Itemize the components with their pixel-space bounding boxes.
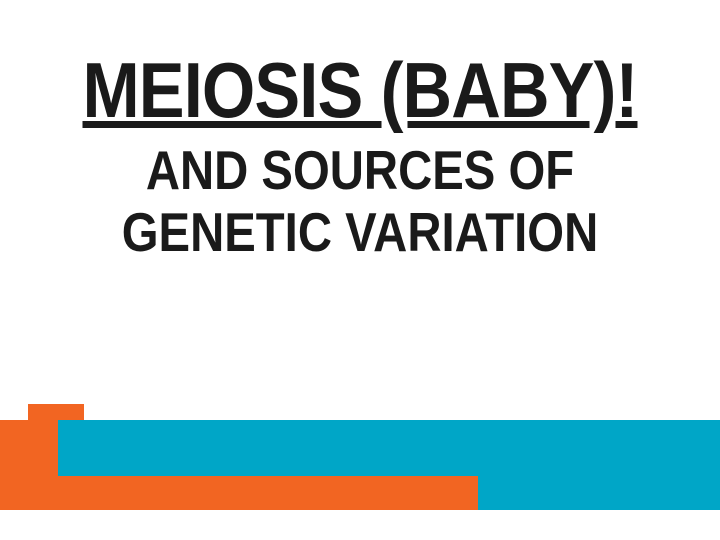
teal-bar-main [54, 420, 720, 478]
slide-content: MEIOSIS (BABY)! AND SOURCES OF GENETIC V… [0, 48, 720, 263]
teal-bar-bottom [478, 476, 720, 512]
orange-bar-left [0, 420, 58, 478]
slide-subtitle-line1: AND SOURCES OF [50, 140, 669, 202]
orange-bar-segment [28, 404, 84, 422]
orange-bar-bottom [0, 476, 480, 512]
bottom-margin [0, 510, 720, 540]
slide-title: MEIOSIS (BABY)! [43, 48, 677, 132]
slide-subtitle-line2: GENETIC VARIATION [50, 202, 669, 264]
decorative-footer-bars [0, 340, 720, 540]
